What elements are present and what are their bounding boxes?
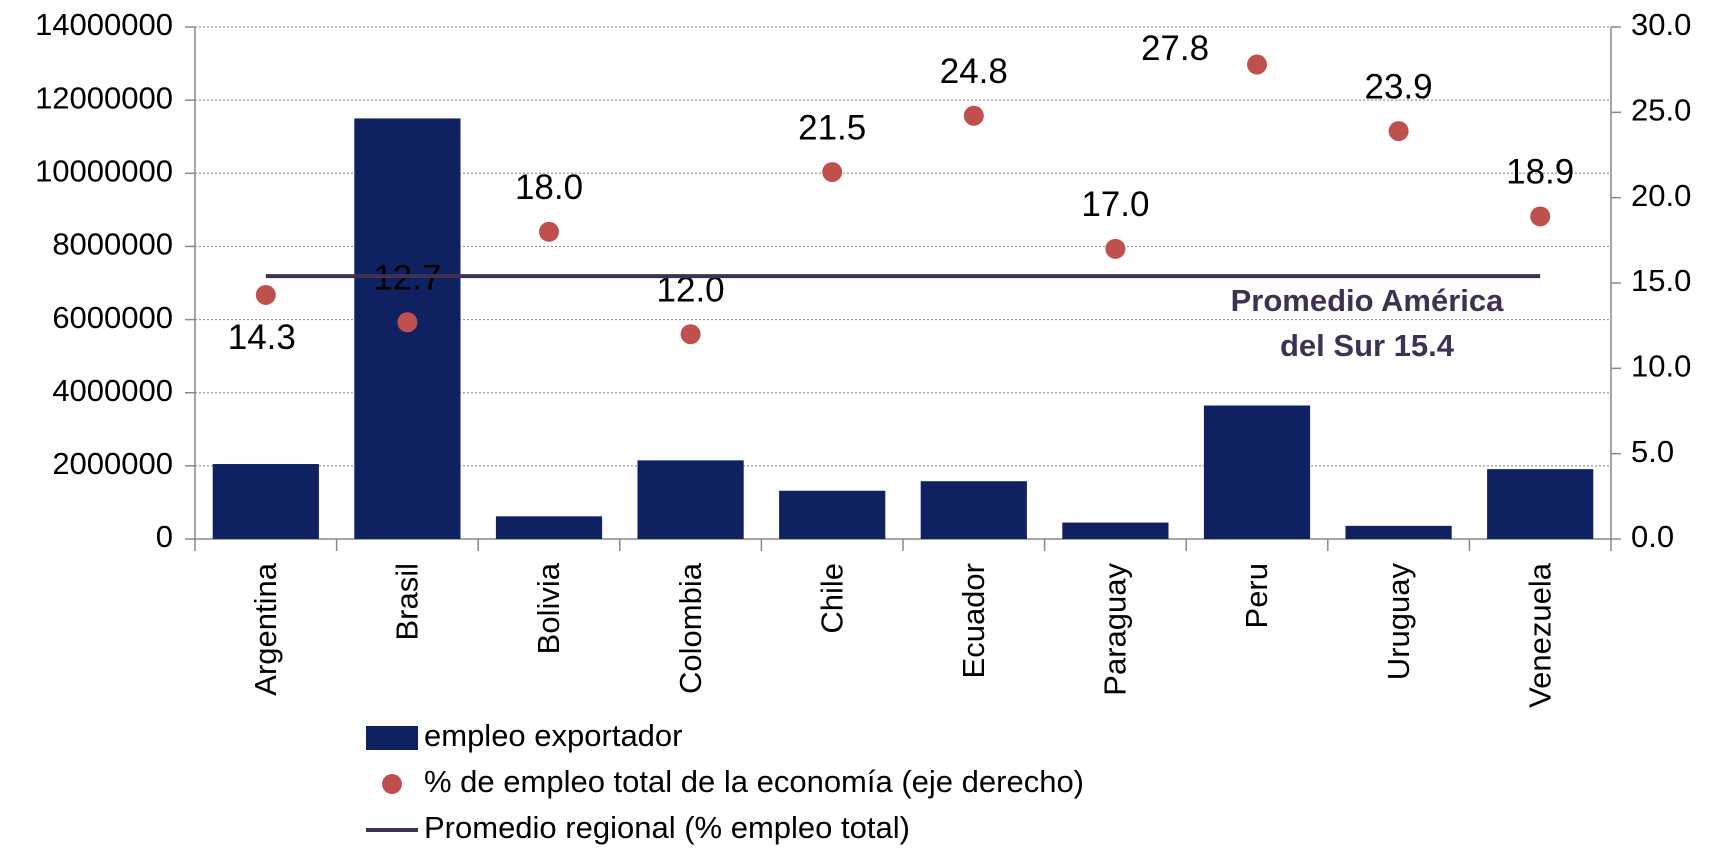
legend-label: Promedio regional (% empleo total) xyxy=(424,810,910,845)
legend-swatch xyxy=(366,726,418,750)
data-point xyxy=(255,284,276,305)
bar xyxy=(212,464,319,539)
y-tick-label: 14000000 xyxy=(35,7,173,42)
y-tick-label: 6000000 xyxy=(52,300,173,335)
data-label: 23.9 xyxy=(1365,67,1433,106)
y-tick-label: 0 xyxy=(156,519,173,554)
x-tick-label: Bolivia xyxy=(531,562,566,654)
x-tick-label: Colombia xyxy=(673,562,708,694)
data-point xyxy=(822,162,843,183)
bar xyxy=(495,516,603,539)
y2-tick-label: 25.0 xyxy=(1631,93,1691,128)
y-tick-label: 2000000 xyxy=(52,446,173,481)
x-tick-label: Uruguay xyxy=(1381,563,1416,681)
data-point xyxy=(397,312,418,333)
legend-label: % de empleo total de la economía (eje de… xyxy=(424,764,1084,799)
y2-tick-label: 30.0 xyxy=(1631,7,1691,42)
y2-tick-label: 10.0 xyxy=(1631,349,1691,384)
x-tick-label: Paraguay xyxy=(1098,563,1133,696)
data-point xyxy=(1247,54,1267,75)
y-tick-label: 4000000 xyxy=(52,373,173,408)
annotation: Promedio América xyxy=(1231,283,1505,318)
data-point xyxy=(1105,238,1126,259)
data-label: 14.3 xyxy=(228,318,296,357)
legend-swatch xyxy=(382,774,402,794)
bar xyxy=(1487,469,1594,539)
bar xyxy=(920,481,1027,539)
legend-label: empleo exportador xyxy=(424,718,683,753)
y-tick-label: 10000000 xyxy=(35,153,173,188)
x-tick-label: Chile xyxy=(814,563,849,634)
bar xyxy=(1062,522,1169,539)
x-tick-label: Ecuador xyxy=(956,563,991,678)
x-tick-label: Brasil xyxy=(390,563,425,641)
bar xyxy=(1203,405,1311,539)
x-tick-label: Peru xyxy=(1239,563,1274,628)
bar xyxy=(637,460,744,539)
data-point xyxy=(680,324,701,345)
data-point xyxy=(963,105,984,126)
data-label: 21.5 xyxy=(798,108,866,147)
data-point xyxy=(539,221,559,242)
y-tick-label: 8000000 xyxy=(52,227,173,262)
data-label: 18.0 xyxy=(515,168,583,207)
bar xyxy=(779,490,886,539)
annotation: del Sur 15.4 xyxy=(1280,328,1455,363)
data-point xyxy=(1388,121,1409,142)
y2-tick-label: 20.0 xyxy=(1631,178,1691,213)
x-tick-label: Argentina xyxy=(248,562,283,695)
bar xyxy=(1345,525,1452,539)
y-tick-label: 12000000 xyxy=(35,80,173,115)
data-label: 24.8 xyxy=(940,52,1008,91)
y2-tick-label: 5.0 xyxy=(1631,434,1674,469)
data-label: 18.9 xyxy=(1506,153,1574,192)
y2-tick-label: 15.0 xyxy=(1631,263,1691,298)
data-label: 27.8 xyxy=(1141,29,1209,68)
data-point xyxy=(1530,206,1551,227)
x-tick-label: Venezuela xyxy=(1522,562,1557,708)
y2-tick-label: 0.0 xyxy=(1631,519,1674,554)
data-label: 17.0 xyxy=(1081,185,1149,224)
